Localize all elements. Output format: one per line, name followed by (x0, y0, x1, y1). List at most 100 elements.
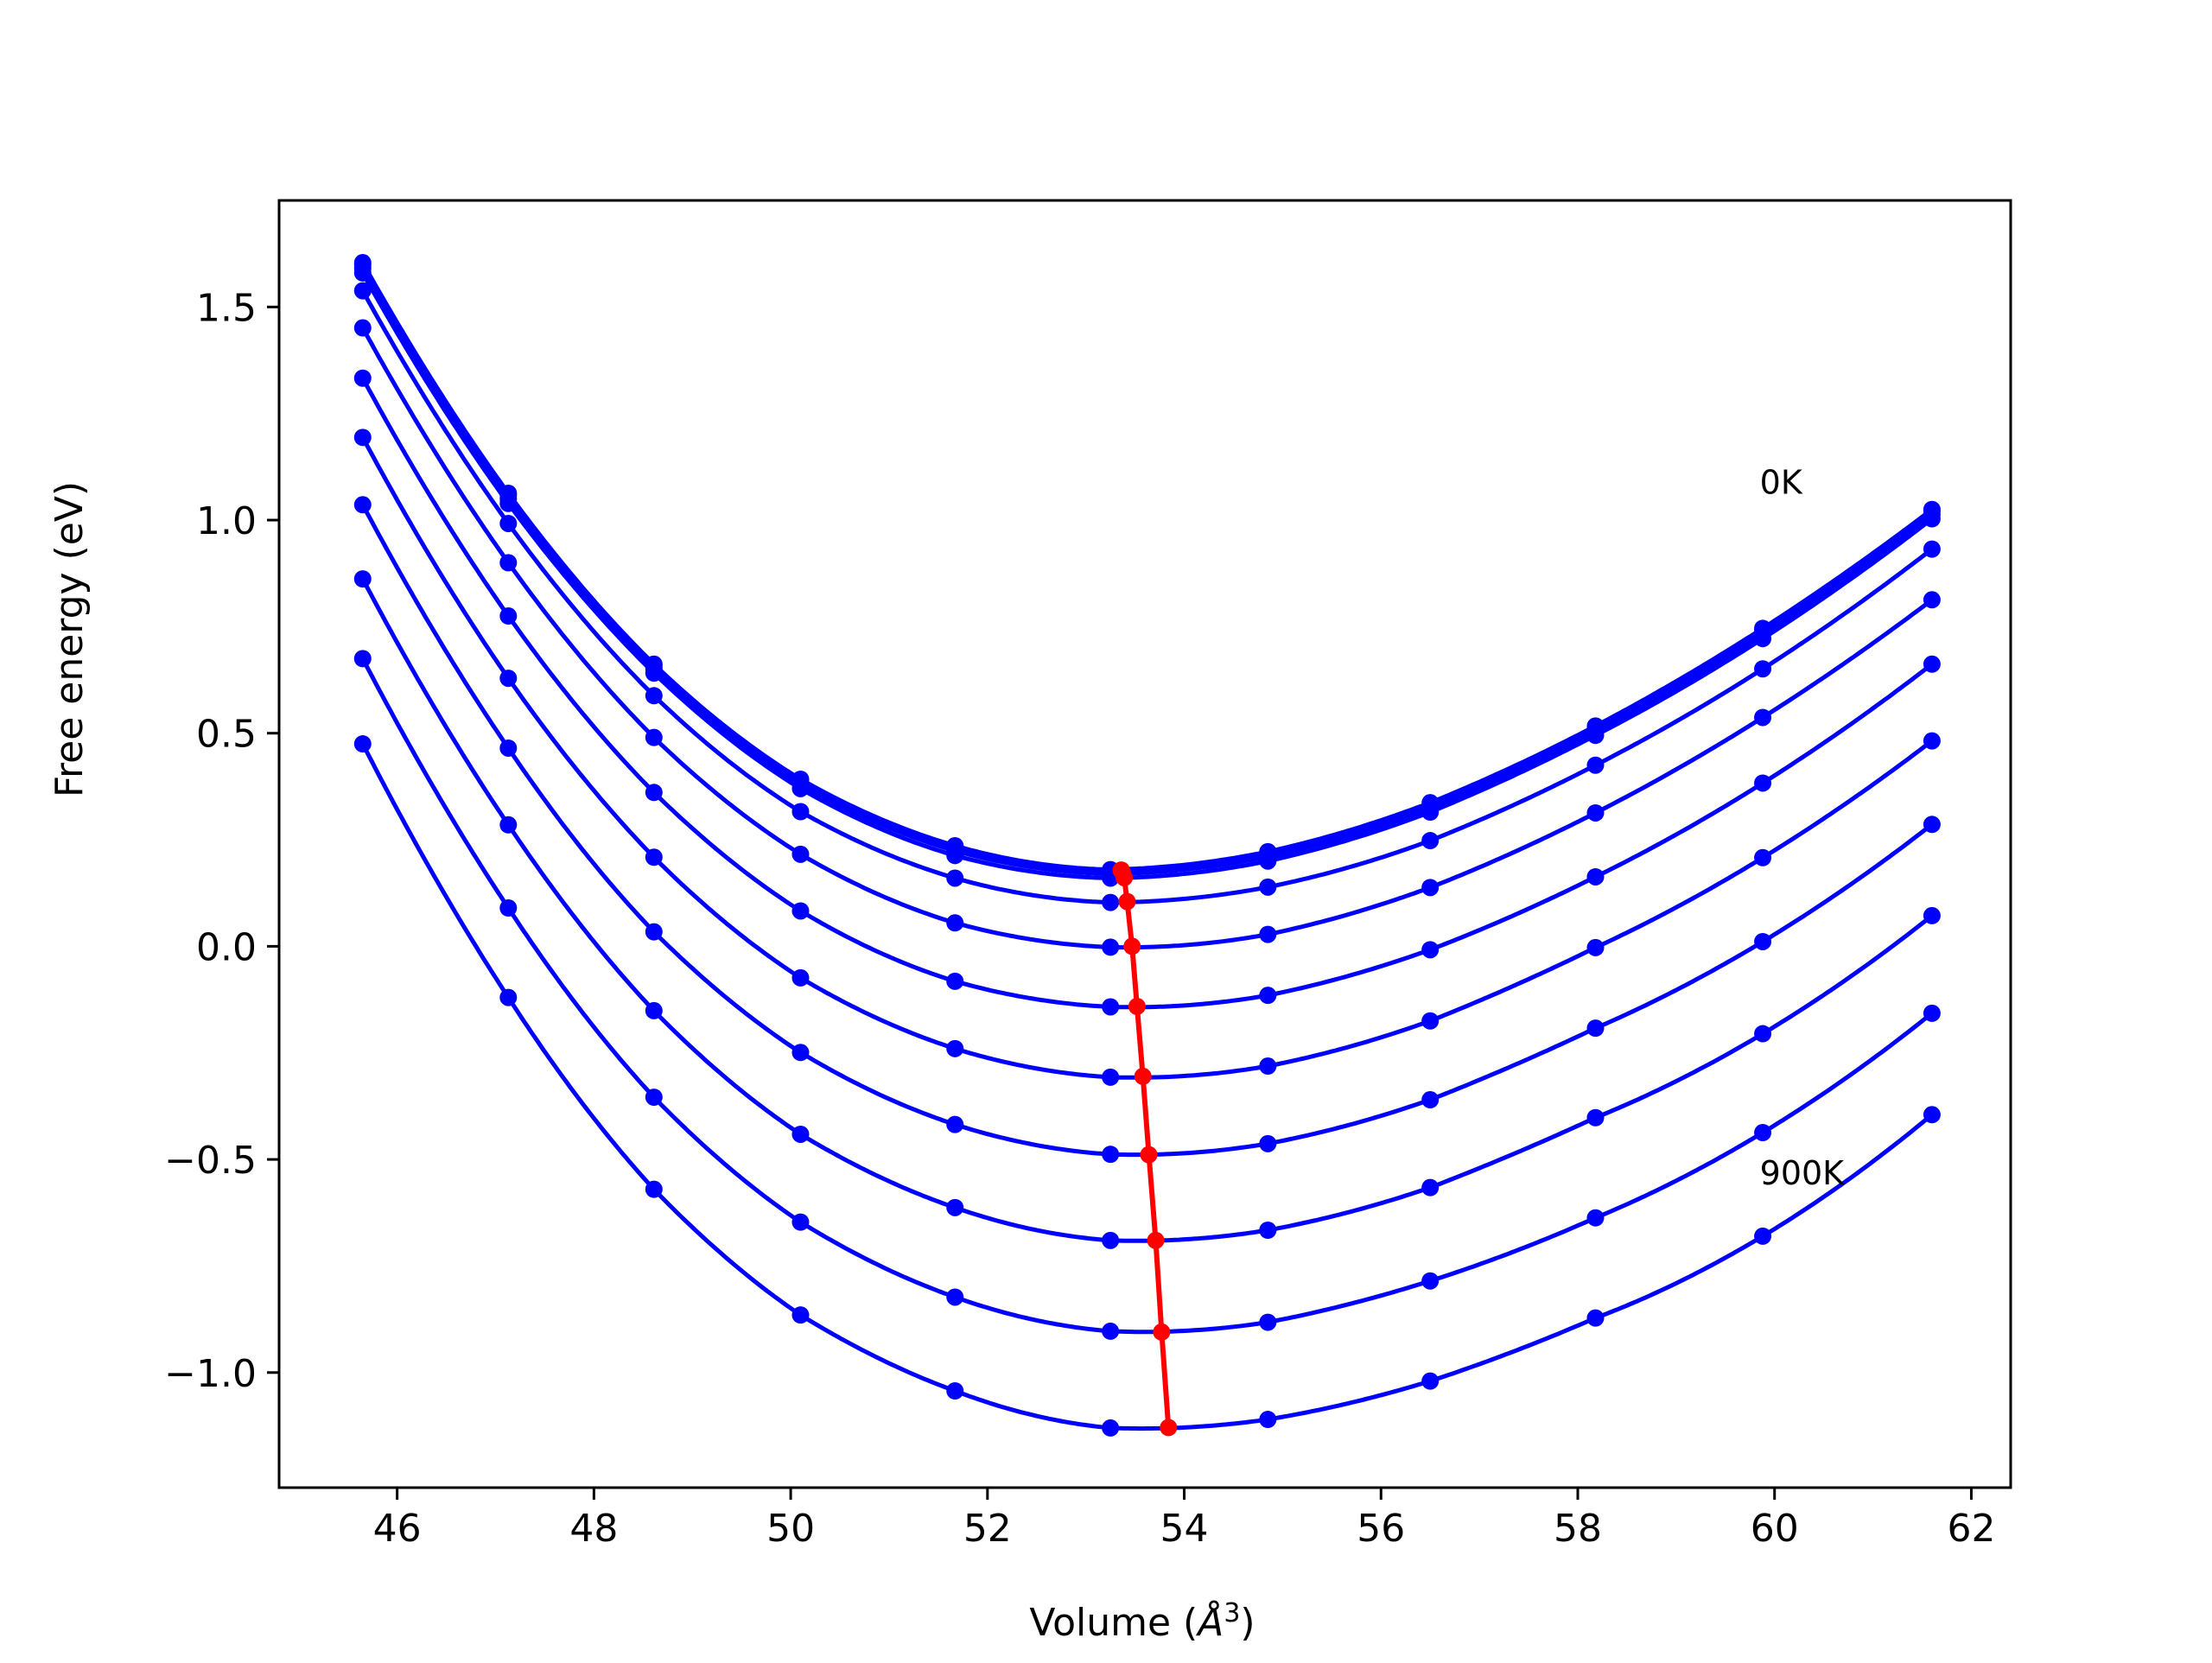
curve-10 (360, 657, 1934, 1335)
curve-8-point-10 (1923, 816, 1941, 834)
equilibrium-point-9 (1147, 1231, 1165, 1249)
curve-4-point-4 (946, 869, 964, 887)
curve-6-point-6 (1259, 987, 1277, 1005)
curves-layer (360, 261, 1934, 1431)
curve-9-point-10 (1923, 906, 1941, 924)
curve-11-point-8 (1586, 1309, 1605, 1327)
curve-2 (360, 267, 1934, 876)
curve-6-point-5 (1102, 998, 1120, 1016)
curve-10-point-0 (353, 650, 372, 668)
curve-8-point-5 (1102, 1146, 1120, 1164)
curve-6-point-8 (1586, 867, 1605, 885)
curve-7-point-5 (1102, 1068, 1120, 1086)
curve-9-point-4 (946, 1198, 964, 1216)
curve-11-point-3 (791, 1306, 810, 1324)
curve-7-point-3 (791, 968, 810, 987)
curve-8-point-2 (645, 923, 663, 941)
curve-11 (360, 742, 1934, 1431)
y-tick-label-3: 0.5 (196, 713, 257, 757)
curve-10-point-1 (499, 899, 518, 917)
curve-7-point-4 (946, 1039, 964, 1057)
x-axis-label: Volume (Å3) (1029, 1598, 1255, 1645)
curve-9-point-3 (791, 1125, 810, 1143)
curve-3-point-1 (499, 494, 518, 512)
curve-5-point-0 (353, 319, 372, 337)
curve-3-point-6 (1259, 852, 1277, 870)
curve-3 (360, 271, 1934, 880)
curve-5-point-8 (1586, 803, 1605, 822)
curve-10-point-8 (1586, 1209, 1605, 1227)
curve-7-point-10 (1923, 732, 1941, 750)
curve-9-point-1 (499, 816, 518, 834)
curve-6-point-0 (353, 369, 372, 387)
curve-10-point-6 (1259, 1313, 1277, 1331)
curve-11-point-5 (1102, 1419, 1120, 1437)
curve-3-point-4 (946, 847, 964, 865)
curve-4-point-7 (1421, 832, 1440, 850)
curve-5-point-3 (791, 845, 810, 863)
curve-6-point-1 (499, 607, 518, 625)
curve-5-point-10 (1923, 591, 1941, 609)
curve-5-point-1 (499, 554, 518, 572)
curve-3-point-8 (1586, 727, 1605, 745)
equilibrium-point-5 (1123, 937, 1141, 955)
y-tick-label-0: −1.0 (164, 1352, 257, 1396)
curve-6-point-10 (1923, 655, 1941, 673)
curve-10-point-7 (1421, 1272, 1440, 1290)
curve-11-point-4 (946, 1382, 964, 1400)
curve-4-point-2 (645, 687, 663, 705)
curve-7-point-0 (353, 428, 372, 447)
curve-8-point-6 (1259, 1134, 1277, 1152)
curve-9-point-8 (1586, 1108, 1605, 1127)
curve-3-point-7 (1421, 803, 1440, 821)
curve-8-point-9 (1754, 932, 1772, 950)
points-layer (353, 254, 1941, 1437)
curve-0 (360, 261, 1934, 873)
equilibrium-point-11 (1160, 1419, 1178, 1437)
annotation-layer: 46 48 50 52 54 56 58 60 62 −1.0 −0.5 0.0 0.5 1.0 1.5 0K… (164, 286, 1995, 1551)
curve-11-point-0 (353, 735, 372, 753)
curve-11-point-1 (499, 988, 518, 1006)
x-axis-label-close: ) (1240, 1601, 1255, 1645)
x-tick-label-8: 62 (1947, 1507, 1995, 1551)
curve-9-point-5 (1102, 1231, 1120, 1249)
curve-10-point-4 (946, 1288, 964, 1306)
curve-5-point-5 (1102, 938, 1120, 956)
curve-7-point-2 (645, 848, 663, 866)
curve-10-point-5 (1102, 1322, 1120, 1340)
axes-layer (267, 199, 2012, 1500)
curve-3-point-3 (791, 779, 810, 797)
curve-8-point-8 (1586, 1019, 1605, 1038)
curve-5-point-9 (1754, 708, 1772, 727)
curve-10-point-3 (791, 1213, 810, 1231)
curve-9-point-6 (1259, 1222, 1277, 1239)
curve-7-point-7 (1421, 1012, 1440, 1030)
y-tick-label-4: 1.0 (196, 499, 257, 543)
curve-3-point-0 (353, 263, 372, 282)
curve-4-point-6 (1259, 878, 1277, 896)
curve-6-point-7 (1421, 941, 1440, 959)
annotation-0: 0K (1760, 464, 1803, 502)
equilibrium-point-3 (1116, 868, 1134, 886)
curve-10-point-2 (645, 1089, 663, 1107)
curve-4-point-3 (791, 803, 810, 821)
curve-6 (360, 377, 1934, 1010)
curve-11-point-7 (1421, 1372, 1440, 1390)
curve-9-point-7 (1421, 1178, 1440, 1196)
equilibrium-point-7 (1134, 1067, 1152, 1085)
curve-6-point-4 (946, 972, 964, 990)
x-axis-label-unit: Å (1195, 1599, 1224, 1645)
curve-5-point-2 (645, 728, 663, 746)
curve-6-point-3 (791, 902, 810, 920)
curve-11-point-6 (1259, 1411, 1277, 1429)
curve-5 (360, 327, 1934, 950)
equilibrium-point-4 (1118, 892, 1136, 911)
curve-4-point-5 (1102, 893, 1120, 911)
curve-4-point-8 (1586, 756, 1605, 774)
curve-10-point-9 (1754, 1124, 1772, 1142)
curve-5-point-6 (1259, 925, 1277, 943)
curve-9-point-2 (645, 1001, 663, 1019)
curve-6-point-2 (645, 784, 663, 802)
